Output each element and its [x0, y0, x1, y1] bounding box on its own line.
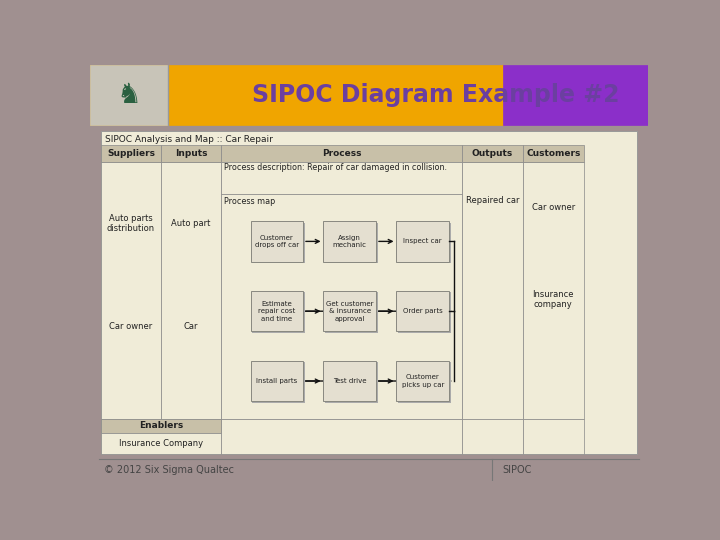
Text: Inspect car: Inspect car	[403, 238, 442, 245]
Bar	[221, 162, 462, 419]
Text: Auto part: Auto part	[171, 219, 211, 228]
Text: Customer
drops off car: Customer drops off car	[255, 235, 299, 248]
Bar	[221, 419, 462, 455]
Bar	[523, 162, 583, 419]
Bar	[325, 222, 377, 263]
Bar	[90, 459, 648, 481]
Bar	[221, 145, 462, 162]
Bar	[323, 221, 376, 262]
Text: Process map: Process map	[224, 197, 275, 206]
Text: Process: Process	[322, 149, 361, 158]
Text: SIPOC Analysis and Map :: Car Repair: SIPOC Analysis and Map :: Car Repair	[104, 135, 273, 144]
Text: Insurance Company: Insurance Company	[119, 439, 203, 448]
Bar	[161, 145, 221, 162]
Text: Customer
picks up car: Customer picks up car	[402, 374, 444, 388]
Text: Repaired car: Repaired car	[466, 196, 519, 205]
Bar	[101, 131, 637, 455]
Bar	[101, 433, 221, 455]
Text: Insurance
company: Insurance company	[533, 290, 574, 309]
Text: SIPOC Diagram Example #2: SIPOC Diagram Example #2	[252, 83, 620, 107]
Bar	[398, 362, 451, 403]
Bar	[462, 145, 523, 162]
Text: Get customer
& insurance
approval: Get customer & insurance approval	[326, 301, 374, 322]
Text: Car owner: Car owner	[109, 322, 153, 331]
Bar	[252, 222, 305, 263]
Text: © 2012 Six Sigma Qualtec: © 2012 Six Sigma Qualtec	[104, 465, 234, 475]
Bar	[90, 65, 503, 125]
Text: Car owner: Car owner	[531, 203, 575, 212]
Bar	[221, 194, 462, 419]
Text: ♞: ♞	[117, 81, 141, 109]
Text: Customers: Customers	[526, 149, 580, 158]
Bar	[325, 362, 377, 403]
Bar	[251, 221, 303, 262]
Bar	[251, 361, 303, 401]
Bar	[251, 291, 303, 332]
Text: Suppliers: Suppliers	[107, 149, 155, 158]
Bar	[397, 291, 449, 332]
Bar	[397, 361, 449, 401]
Bar	[252, 293, 305, 333]
Bar	[101, 162, 161, 419]
Bar	[252, 362, 305, 403]
Bar	[221, 162, 462, 194]
Text: Assign
mechanic: Assign mechanic	[333, 235, 366, 248]
Text: Estimate
repair cost
and time: Estimate repair cost and time	[258, 301, 295, 322]
Text: Inputs: Inputs	[175, 149, 207, 158]
Bar	[397, 221, 449, 262]
Bar	[161, 162, 221, 419]
Text: SIPOC: SIPOC	[503, 465, 532, 475]
Text: Test drive: Test drive	[333, 378, 366, 384]
Bar	[523, 145, 583, 162]
Bar	[398, 222, 451, 263]
Bar	[325, 293, 377, 333]
Text: Enablers: Enablers	[139, 421, 183, 430]
Bar	[101, 145, 161, 162]
Text: Auto parts
distribution: Auto parts distribution	[107, 214, 155, 233]
Bar	[90, 65, 168, 125]
Bar	[101, 419, 221, 433]
Bar	[323, 361, 376, 401]
Text: Process description: Repair of car damaged in collision.: Process description: Repair of car damag…	[224, 164, 447, 172]
Bar	[323, 291, 376, 332]
Bar	[462, 419, 523, 455]
Text: Car: Car	[184, 322, 198, 331]
Text: Order parts: Order parts	[403, 308, 443, 314]
Bar	[462, 162, 523, 419]
Bar	[523, 419, 583, 455]
Text: Outputs: Outputs	[472, 149, 513, 158]
Bar	[398, 293, 451, 333]
Bar	[503, 65, 648, 125]
Text: Install parts: Install parts	[256, 378, 297, 384]
